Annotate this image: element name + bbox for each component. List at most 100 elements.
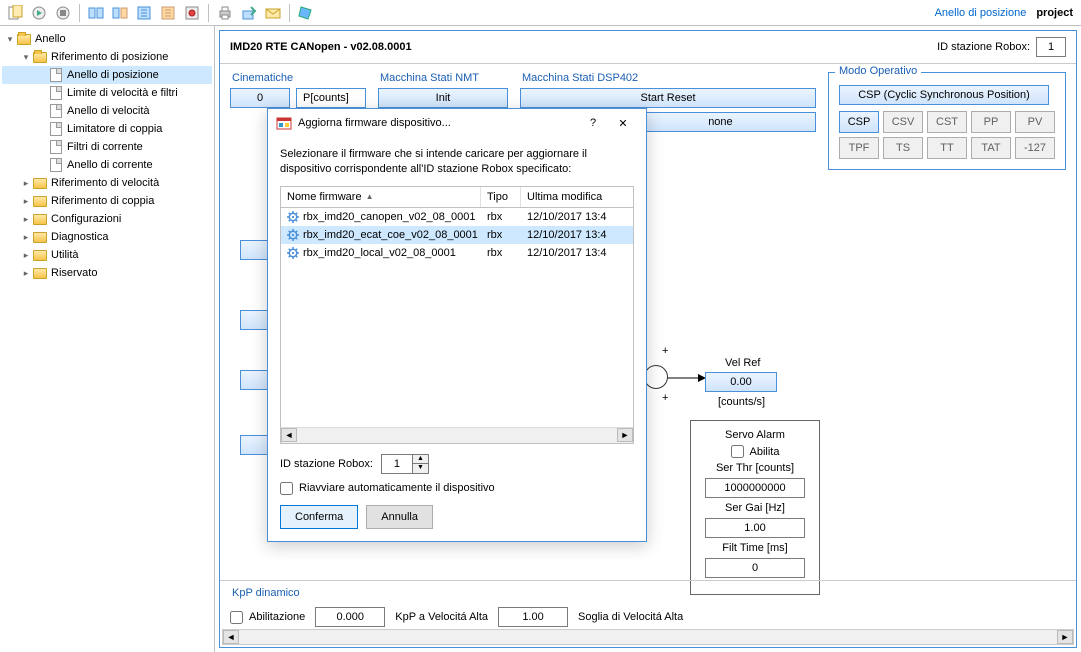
scroll-left-icon[interactable]: ◄ bbox=[223, 630, 239, 644]
kpp-l1: KpP a Velocitá Alta bbox=[395, 611, 488, 623]
fw-name: rbx_imd20_ecat_coe_v02_08_0001 bbox=[303, 229, 478, 241]
dialog-help-button[interactable]: ? bbox=[578, 112, 608, 134]
dialog-icon bbox=[276, 115, 292, 131]
kpp-enable[interactable]: Abilitazione bbox=[230, 611, 305, 624]
col-type[interactable]: Tipo bbox=[481, 187, 521, 207]
tb-icon-4[interactable] bbox=[85, 2, 107, 24]
dsp-start-reset-button[interactable]: Start Reset bbox=[520, 88, 816, 108]
tree-item[interactable]: Limitatore di coppia bbox=[2, 120, 212, 138]
tree-item-anello-posizione[interactable]: Anello di posizione bbox=[2, 66, 212, 84]
servo-filt-label: Filt Time [ms] bbox=[705, 542, 805, 554]
tb-mail-icon[interactable] bbox=[262, 2, 284, 24]
group-title: Macchina Stati NMT bbox=[378, 72, 508, 84]
modo-btn-ts[interactable]: TS bbox=[883, 137, 923, 159]
dialog-id-spinner[interactable]: ▲▼ bbox=[381, 454, 429, 474]
dialog-confirm-button[interactable]: Conferma bbox=[280, 505, 358, 529]
modo-btn-csv[interactable]: CSV bbox=[883, 111, 923, 133]
dsp-none-button[interactable]: none bbox=[625, 112, 816, 132]
spin-down-icon[interactable]: ▼ bbox=[413, 464, 428, 473]
dialog-cancel-button[interactable]: Annulla bbox=[366, 505, 433, 529]
cinematiche-label[interactable]: P[counts] bbox=[296, 88, 366, 108]
modo-btn-csp[interactable]: CSP bbox=[839, 111, 879, 133]
servo-gai-input[interactable] bbox=[705, 518, 805, 538]
modo-btn-pp[interactable]: PP bbox=[971, 111, 1011, 133]
modo-btn-tt[interactable]: TT bbox=[927, 137, 967, 159]
fw-type: rbx bbox=[481, 229, 521, 241]
dialog-restart-label: Riavviare automaticamente il dispositivo bbox=[299, 482, 495, 494]
nmt-init-button[interactable]: Init bbox=[378, 88, 508, 108]
servo-filt-input[interactable] bbox=[705, 558, 805, 578]
dialog-restart-checkbox[interactable] bbox=[280, 482, 293, 495]
kpp-enable-checkbox[interactable] bbox=[230, 611, 243, 624]
velref-value[interactable]: 0.00 bbox=[705, 372, 777, 392]
main-toolbar: Anello di posizione project bbox=[0, 0, 1081, 26]
col-label: Nome firmware bbox=[287, 191, 362, 203]
tree-item[interactable]: Anello di corrente bbox=[2, 156, 212, 174]
tree-rif-cop[interactable]: ▸ Riferimento di coppia bbox=[2, 192, 212, 210]
table-header[interactable]: Nome firmware ▲ Tipo Ultima modifica bbox=[281, 187, 633, 208]
dialog-close-button[interactable]: ✕ bbox=[608, 112, 638, 134]
cinematiche-value[interactable]: 0 bbox=[230, 88, 290, 108]
servo-enable-checkbox[interactable] bbox=[731, 445, 744, 458]
firmware-row[interactable]: rbx_imd20_ecat_coe_v02_08_0001rbx12/10/2… bbox=[281, 226, 633, 244]
col-modified[interactable]: Ultima modifica bbox=[521, 187, 633, 207]
tree-rif-pos[interactable]: ▾ Riferimento di posizione bbox=[2, 48, 212, 66]
tb-icon-6[interactable] bbox=[133, 2, 155, 24]
dialog-titlebar[interactable]: Aggiorna firmware dispositivo... ? ✕ bbox=[268, 109, 646, 137]
scroll-right-icon[interactable]: ► bbox=[617, 428, 633, 442]
modo-active[interactable]: CSP (Cyclic Synchronous Position) bbox=[839, 85, 1049, 105]
kpp-v2-input[interactable] bbox=[498, 607, 568, 627]
modo-btn-127[interactable]: -127 bbox=[1015, 137, 1055, 159]
tree-utilita[interactable]: ▸ Utilità bbox=[2, 246, 212, 264]
tree-rif-vel[interactable]: ▸ Riferimento di velocità bbox=[2, 174, 212, 192]
modo-btn-pv[interactable]: PV bbox=[1015, 111, 1055, 133]
sort-icon: ▲ bbox=[366, 192, 374, 201]
modo-btn-tpf[interactable]: TPF bbox=[839, 137, 879, 159]
fw-type: rbx bbox=[481, 211, 521, 223]
tree-label: Anello bbox=[35, 33, 66, 45]
tree-root[interactable]: ▾ Anello bbox=[2, 30, 212, 48]
spin-up-icon[interactable]: ▲ bbox=[413, 455, 428, 465]
tree-label: Filtri di corrente bbox=[67, 141, 143, 153]
id-station-input[interactable] bbox=[1036, 37, 1066, 57]
modo-btn-tat[interactable]: TAT bbox=[971, 137, 1011, 159]
servo-thr-input[interactable] bbox=[705, 478, 805, 498]
servo-enable[interactable]: Abilita bbox=[705, 445, 805, 458]
tb-stop-icon[interactable] bbox=[52, 2, 74, 24]
tree-item[interactable]: Limite di velocità e filtri bbox=[2, 84, 212, 102]
tb-play-icon[interactable] bbox=[28, 2, 50, 24]
breadcrumb-link[interactable]: Anello di posizione bbox=[931, 7, 1031, 19]
tree-item[interactable]: Anello di velocità bbox=[2, 102, 212, 120]
tb-help-icon[interactable] bbox=[295, 2, 317, 24]
tree-item[interactable]: Filtri di corrente bbox=[2, 138, 212, 156]
h-scrollbar[interactable]: ◄ ► bbox=[222, 629, 1074, 645]
scroll-left-icon[interactable]: ◄ bbox=[281, 428, 297, 442]
scroll-right-icon[interactable]: ► bbox=[1057, 630, 1073, 644]
modo-btn-cst[interactable]: CST bbox=[927, 111, 967, 133]
servo-title: Servo Alarm bbox=[705, 429, 805, 441]
tree-sidebar[interactable]: ▾ Anello ▾ Riferimento di posizione Anel… bbox=[0, 26, 215, 652]
tb-export-icon[interactable] bbox=[238, 2, 260, 24]
gear-icon bbox=[287, 229, 299, 241]
tb-icon-5[interactable] bbox=[109, 2, 131, 24]
servo-thr-label: Ser Thr [counts] bbox=[705, 462, 805, 474]
tree-label: Riferimento di coppia bbox=[51, 195, 154, 207]
servo-gai-label: Ser Gai [Hz] bbox=[705, 502, 805, 514]
firmware-row[interactable]: rbx_imd20_canopen_v02_08_0001rbx12/10/20… bbox=[281, 208, 633, 226]
tree-diagnostica[interactable]: ▸ Diagnostica bbox=[2, 228, 212, 246]
tb-print-icon[interactable] bbox=[214, 2, 236, 24]
col-name[interactable]: Nome firmware ▲ bbox=[281, 187, 481, 207]
tree-riservato[interactable]: ▸ Riservato bbox=[2, 264, 212, 282]
tb-icon-7[interactable] bbox=[157, 2, 179, 24]
dialog-id-input[interactable] bbox=[382, 455, 412, 473]
kpp-v1-input[interactable] bbox=[315, 607, 385, 627]
tree-label: Diagnostica bbox=[51, 231, 108, 243]
tree-configurazioni[interactable]: ▸ Configurazioni bbox=[2, 210, 212, 228]
col-label: Tipo bbox=[487, 191, 508, 203]
table-h-scrollbar[interactable]: ◄ ► bbox=[281, 427, 633, 443]
tb-icon-1[interactable] bbox=[4, 2, 26, 24]
firmware-row[interactable]: rbx_imd20_local_v02_08_0001rbx12/10/2017… bbox=[281, 244, 633, 262]
modo-grid: CSP CSV CST PP PV TPF TS TT TAT -127 bbox=[839, 111, 1055, 159]
sum-node bbox=[644, 365, 668, 389]
tb-icon-8[interactable] bbox=[181, 2, 203, 24]
